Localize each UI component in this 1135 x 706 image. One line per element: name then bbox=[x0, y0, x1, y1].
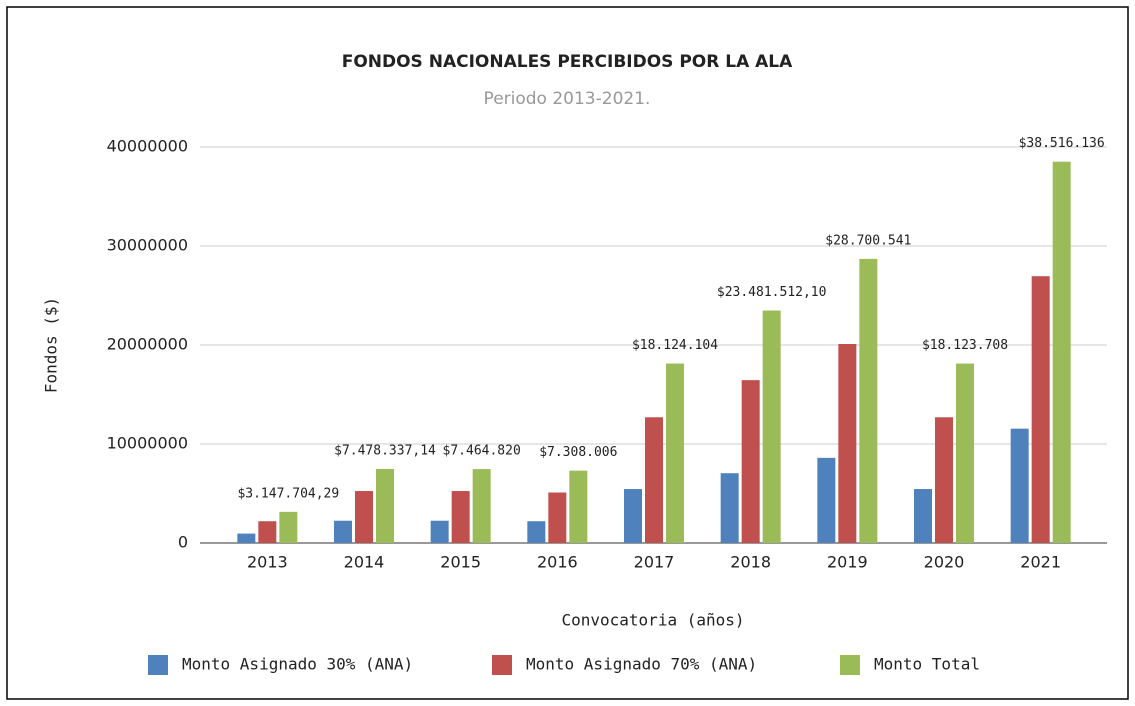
chart-subtitle: Periodo 2013-2021. bbox=[484, 89, 651, 109]
legend-label: Monto Asignado 70% (ANA) bbox=[526, 655, 757, 674]
y-tick-label: 10000000 bbox=[107, 434, 188, 453]
bar bbox=[741, 380, 760, 543]
bar bbox=[279, 511, 298, 543]
y-tick-label: 40000000 bbox=[107, 137, 188, 156]
value-label: $7.464.820 bbox=[443, 444, 521, 459]
bar bbox=[430, 520, 449, 543]
x-tick-label: 2015 bbox=[440, 553, 481, 572]
y-tick-label: 20000000 bbox=[107, 335, 188, 354]
value-label: $7.308.006 bbox=[539, 445, 617, 460]
bar bbox=[935, 417, 953, 543]
bar bbox=[527, 521, 546, 543]
bar bbox=[472, 469, 491, 543]
value-label: $18.124.104 bbox=[632, 338, 718, 353]
value-label: $7.478.337,14 bbox=[334, 443, 436, 458]
bar bbox=[914, 489, 932, 543]
bar bbox=[817, 457, 836, 543]
bar bbox=[624, 489, 642, 543]
value-label: $18.123.708 bbox=[922, 338, 1008, 353]
x-axis-label: Convocatoria (años) bbox=[561, 611, 744, 630]
legend-swatch bbox=[492, 655, 512, 675]
bar bbox=[956, 363, 974, 543]
bar bbox=[720, 473, 739, 543]
bar bbox=[666, 363, 684, 543]
x-tick-label: 2014 bbox=[344, 553, 385, 572]
bar bbox=[645, 417, 663, 543]
x-tick-label: 2016 bbox=[537, 553, 578, 572]
bar bbox=[376, 468, 394, 543]
legend-label: Monto Asignado 30% (ANA) bbox=[182, 655, 413, 674]
bar bbox=[859, 258, 878, 543]
bar bbox=[451, 491, 470, 543]
value-label: $3.147.704,29 bbox=[237, 486, 339, 501]
x-tick-label: 2013 bbox=[247, 553, 288, 572]
bar bbox=[1031, 276, 1050, 543]
legend-swatch bbox=[840, 655, 860, 675]
value-label: $23.481.512,10 bbox=[717, 285, 827, 300]
x-tick-label: 2021 bbox=[1020, 553, 1061, 572]
value-label: $28.700.541 bbox=[825, 233, 911, 248]
bar bbox=[548, 492, 567, 543]
bar bbox=[838, 344, 857, 543]
legend-swatch bbox=[148, 655, 168, 675]
value-label: $38.516.136 bbox=[1019, 136, 1105, 151]
x-tick-label: 2017 bbox=[634, 553, 675, 572]
chart-border bbox=[6, 6, 1129, 700]
bar bbox=[569, 470, 588, 543]
bar bbox=[1052, 161, 1071, 543]
x-tick-label: 2020 bbox=[924, 553, 965, 572]
x-tick-label: 2019 bbox=[827, 553, 868, 572]
bar bbox=[1010, 428, 1029, 543]
legend-label: Monto Total bbox=[874, 655, 980, 674]
bar bbox=[355, 491, 373, 543]
y-tick-label: 0 bbox=[178, 533, 188, 552]
y-axis-label: Fondos ($) bbox=[42, 297, 61, 393]
bar bbox=[258, 521, 277, 543]
x-tick-label: 2018 bbox=[730, 553, 771, 572]
bar bbox=[237, 533, 256, 543]
bar bbox=[334, 520, 352, 543]
y-tick-label: 30000000 bbox=[107, 236, 188, 255]
bar bbox=[762, 310, 781, 543]
chart-title: FONDOS NACIONALES PERCIBIDOS POR LA ALA bbox=[342, 52, 793, 72]
